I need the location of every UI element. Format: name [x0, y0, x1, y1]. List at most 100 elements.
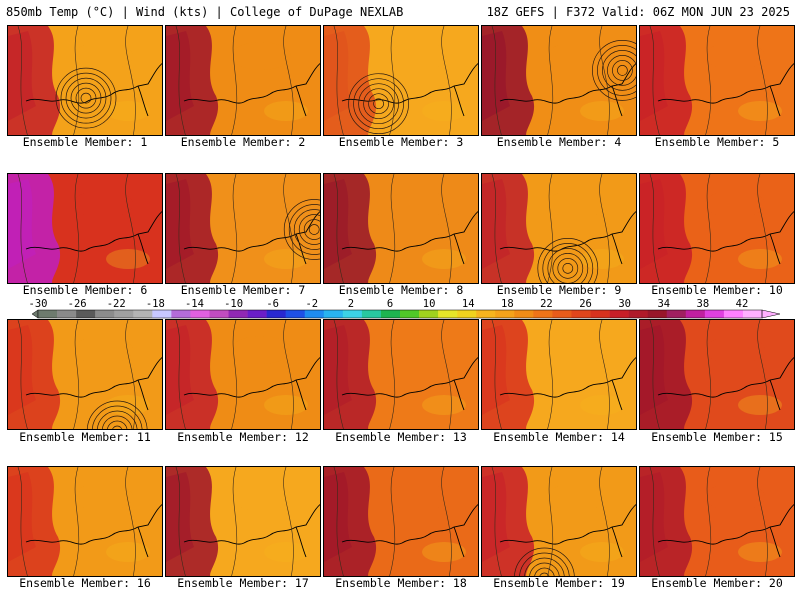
colorbar-swatch [285, 310, 306, 318]
gulf-coastline [657, 356, 794, 398]
low-pressure-contours [283, 199, 320, 260]
colorbar-swatch [609, 310, 629, 318]
ensemble-map-panel [7, 173, 163, 284]
temperature-colorbar: -30 -26 -22 -18 -14 -10 -6 -2 2 6 10 14 18 22 26 30 34 38… [29, 298, 781, 319]
ensemble-map-panel [481, 319, 637, 430]
ensemble-map-panel [165, 25, 321, 136]
gulf-coastline [499, 210, 636, 252]
colorbar-swatch [742, 310, 763, 318]
colorbar-swatch [628, 310, 648, 318]
low-pressure-contours [348, 73, 409, 135]
gulf-coastline [657, 210, 794, 252]
colorbar-tick-label: -10 [224, 298, 243, 310]
gulf-coastline [25, 210, 162, 252]
model-run-info: 18Z GEFS | F372 Valid: 06Z MON JUN 23 20… [486, 5, 790, 19]
colorbar-swatch [76, 310, 96, 318]
colorbar-swatch [95, 310, 115, 318]
colorbar-swatch [476, 310, 496, 318]
gulf-coastline [341, 503, 478, 545]
colorbar-swatch [400, 310, 420, 318]
ensemble-member-label: Ensemble Member: 16 [19, 576, 151, 590]
colorbar-swatch [380, 310, 401, 318]
colorbar-swatch [666, 310, 687, 318]
ensemble-member-label: Ensemble Member: 1 [22, 135, 148, 149]
ensemble-map-panel [323, 173, 479, 284]
low-pressure-contours [514, 547, 575, 576]
colorbar-swatch [266, 310, 286, 318]
colorbar-swatch [209, 310, 229, 318]
colorbar-swatch [647, 310, 668, 318]
ensemble-map-panel [323, 466, 479, 577]
gulf-coastline [183, 503, 320, 545]
ensemble-map-panel [639, 25, 795, 136]
ensemble-map-panel [323, 25, 479, 136]
ensemble-map-panel [639, 319, 795, 430]
colorbar-tick-label: 30 [618, 298, 631, 310]
ensemble-member-label: Ensemble Member: 8 [338, 283, 464, 297]
ensemble-map-panel [165, 466, 321, 577]
colorbar-tick-label: 2 [348, 298, 354, 310]
colorbar-tick-label: 18 [501, 298, 514, 310]
low-pressure-contours [592, 40, 636, 101]
colorbar-swatch [571, 310, 591, 318]
gulf-coastline [341, 210, 478, 252]
gulf-coastline [341, 356, 478, 398]
colorbar-swatch [552, 310, 572, 318]
colorbar-swatch [704, 310, 725, 318]
ensemble-map-panel [7, 466, 163, 577]
gulf-coastline [657, 503, 794, 545]
ensemble-member-label: Ensemble Member: 20 [651, 576, 783, 590]
colorbar-tick-label: -26 [68, 298, 87, 310]
low-pressure-contours [537, 238, 599, 283]
colorbar-tick-label: -18 [146, 298, 165, 310]
colorbar-tick-label: -14 [185, 298, 204, 310]
colorbar-swatch [114, 310, 134, 318]
gulf-coastline [499, 356, 636, 398]
colorbar-tick-label: 34 [657, 298, 670, 310]
colorbar-tick-label: -6 [266, 298, 279, 310]
colorbar-tick-label: 14 [462, 298, 475, 310]
ensemble-member-label: Ensemble Member: 7 [180, 283, 306, 297]
ensemble-member-label: Ensemble Member: 10 [651, 283, 783, 297]
ensemble-member-label: Ensemble Member: 6 [22, 283, 148, 297]
gulf-coastline [25, 356, 162, 398]
ensemble-member-label: Ensemble Member: 11 [19, 430, 151, 444]
ensemble-map-panel [165, 173, 321, 284]
gulf-coastline [183, 62, 320, 104]
colorbar-swatch [247, 310, 267, 318]
colorbar-swatch [457, 310, 477, 318]
colorbar-tick-label: -22 [107, 298, 126, 310]
ensemble-member-label: Ensemble Member: 9 [496, 283, 622, 297]
gulf-coastline [341, 62, 478, 104]
colorbar-swatch [342, 310, 363, 318]
ensemble-member-label: Ensemble Member: 2 [180, 135, 306, 149]
colorbar-swatch [590, 310, 610, 318]
ensemble-map-panel [323, 319, 479, 430]
colorbar-tick-label: 10 [423, 298, 436, 310]
ensemble-map-panel [481, 466, 637, 577]
low-pressure-contours [86, 400, 148, 429]
low-pressure-contours [55, 67, 117, 129]
gulf-coastline [183, 210, 320, 252]
colorbar-swatch [304, 310, 325, 318]
colorbar-swatch [152, 310, 172, 318]
colorbar-swatch [438, 310, 458, 318]
ensemble-member-label: Ensemble Member: 4 [496, 135, 622, 149]
ensemble-map-panel [481, 25, 637, 136]
colorbar-swatch [133, 310, 153, 318]
colorbar-swatch [38, 310, 58, 318]
colorbar-swatch [514, 310, 534, 318]
ensemble-member-label: Ensemble Member: 13 [335, 430, 467, 444]
colorbar-swatch [723, 310, 744, 318]
colorbar-tick-label: 26 [579, 298, 592, 310]
gulf-coastline [499, 503, 636, 545]
colorbar-tick-label: -30 [29, 298, 48, 310]
gulf-coastline [657, 62, 794, 104]
ensemble-member-label: Ensemble Member: 15 [651, 430, 783, 444]
map-title: 850mb Temp (°C) | Wind (kts) | College o… [6, 5, 404, 19]
ensemble-member-label: Ensemble Member: 5 [654, 135, 780, 149]
ensemble-map-panel [165, 319, 321, 430]
colorbar-swatch [190, 310, 210, 318]
colorbar-swatch [419, 310, 439, 318]
ensemble-map-panel [639, 466, 795, 577]
